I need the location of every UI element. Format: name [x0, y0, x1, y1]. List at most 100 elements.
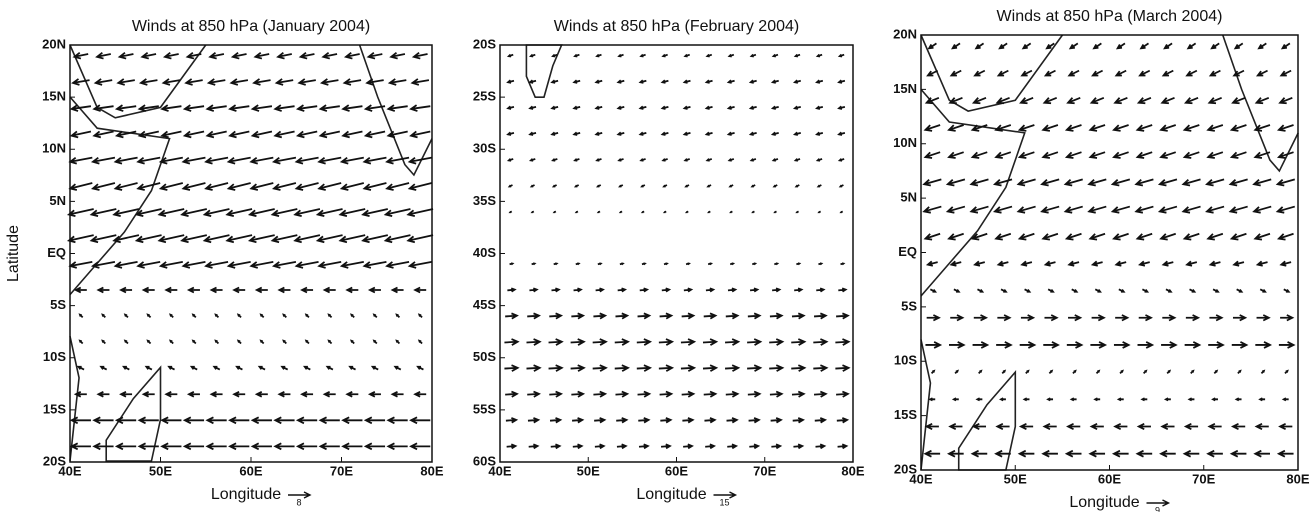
wind-vector [1093, 397, 1101, 402]
x-tick-label: 40E [58, 463, 81, 478]
wind-vector [923, 449, 941, 458]
wind-vector [661, 158, 668, 162]
wind-vector [386, 442, 408, 451]
wind-vector [924, 422, 939, 431]
wind-vector [116, 78, 135, 86]
reference-vector [288, 491, 312, 499]
wind-vector [1276, 449, 1294, 458]
wind-vector [619, 262, 625, 266]
wind-vector [182, 416, 205, 425]
wind-vector [771, 443, 783, 450]
wind-vector [161, 78, 181, 86]
wind-vector [407, 260, 432, 269]
wind-vector [339, 260, 364, 269]
wind-vector [1043, 69, 1056, 77]
y-tick-label: 20N [42, 36, 66, 51]
wind-vector [1092, 42, 1102, 50]
wind-vector [572, 417, 585, 424]
wind-vector [114, 416, 137, 425]
wind-vector [253, 51, 270, 60]
wind-vector [1233, 42, 1244, 50]
wind-vector [996, 260, 1009, 267]
wind-vector [683, 443, 694, 450]
wind-vector [1020, 314, 1036, 322]
wind-vector [680, 338, 697, 346]
wind-vector [596, 210, 601, 214]
wind-vector [90, 182, 116, 191]
wind-vector [527, 312, 541, 320]
wind-vector [549, 417, 563, 424]
wind-vector [975, 397, 983, 402]
wind-vector [704, 105, 713, 110]
wind-vector [704, 131, 713, 136]
wind-vector [662, 184, 668, 188]
wind-vector [946, 449, 964, 458]
wind-vector [1231, 96, 1246, 105]
wind-vector [157, 234, 185, 244]
wind-vector [1116, 397, 1124, 402]
x-tick-label: 50E [149, 463, 172, 478]
wind-vector [112, 208, 140, 218]
wind-vector [232, 286, 246, 294]
x-tick-label: 80E [1286, 471, 1309, 486]
wind-vector [658, 338, 675, 346]
wind-vector [707, 210, 711, 214]
wind-vector [999, 397, 1006, 402]
wind-vector [1000, 288, 1008, 293]
wind-vector [181, 156, 206, 165]
wind-vector [930, 369, 936, 374]
wind-vector [1210, 42, 1220, 50]
wind-vector [250, 442, 272, 451]
wind-vector [814, 417, 828, 424]
wind-vector [926, 314, 941, 322]
wind-vector [594, 443, 606, 450]
wind-vector [137, 104, 159, 112]
wind-vector [226, 156, 251, 165]
wind-vector [1047, 288, 1055, 293]
wind-vector [295, 130, 318, 139]
wind-vector [257, 365, 266, 371]
wind-vector [1157, 205, 1178, 214]
wind-vector [948, 96, 963, 105]
wind-vector [90, 156, 116, 165]
wind-vector [836, 312, 850, 320]
wind-vector [1066, 422, 1081, 431]
wind-vector [949, 260, 962, 267]
wind-vector [1161, 341, 1178, 349]
wind-vector [209, 286, 223, 294]
wind-vector [228, 104, 250, 112]
wind-vector [293, 234, 321, 244]
wind-vector [113, 260, 138, 269]
wind-vector [186, 390, 200, 398]
wind-vector [1019, 341, 1037, 349]
wind-vector [618, 210, 623, 214]
wind-vector [361, 208, 389, 218]
wind-vector [594, 131, 603, 136]
y-tick-label: 20N [893, 26, 917, 41]
wind-vector [837, 158, 845, 162]
wind-vector [837, 131, 846, 136]
wind-vector [702, 338, 719, 346]
chart-title: Winds at 850 hPa (January 2004) [132, 18, 370, 35]
wind-vector [78, 313, 84, 319]
wind-vector [386, 130, 408, 139]
wind-vector [727, 158, 735, 162]
wind-vector [315, 234, 343, 244]
wind-vector [1279, 260, 1292, 267]
wind-vector [1278, 422, 1293, 431]
wind-vector [1253, 449, 1270, 458]
wind-vector [184, 78, 203, 86]
wind-vector [141, 286, 155, 294]
wind-vector [71, 78, 90, 86]
x-tick-label: 80E [420, 463, 443, 478]
wind-vector [1017, 232, 1035, 241]
wind-vector [1160, 422, 1175, 431]
wind-vector [112, 234, 140, 244]
wind-vector [971, 96, 987, 105]
wind-vector [1253, 232, 1271, 241]
y-tick-label: EQ [47, 245, 66, 260]
wind-vector [572, 131, 581, 136]
wind-vector [791, 364, 807, 372]
wind-vector [271, 182, 297, 191]
wind-vector [551, 53, 558, 58]
